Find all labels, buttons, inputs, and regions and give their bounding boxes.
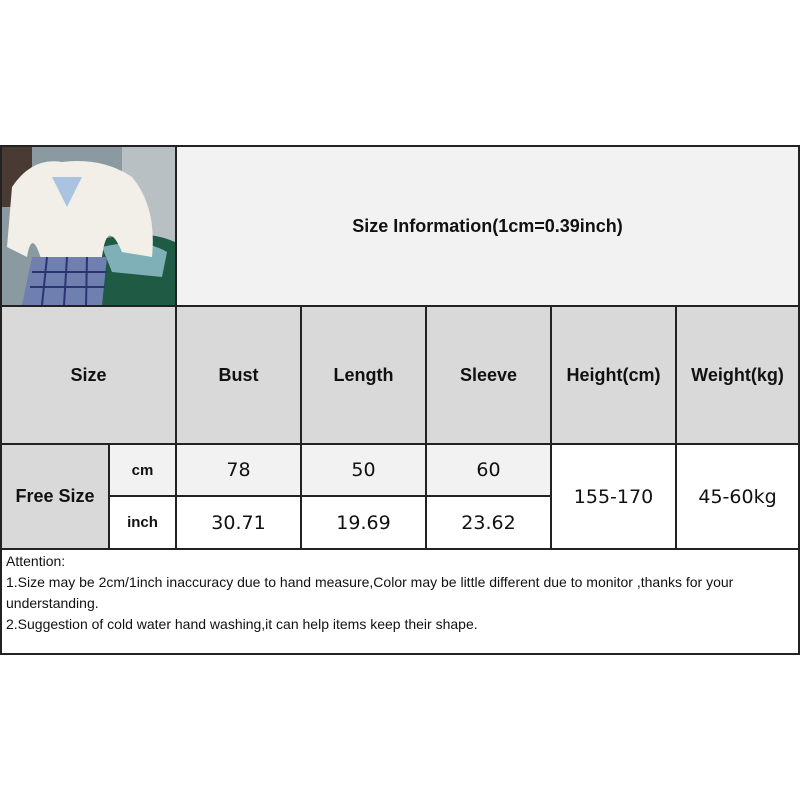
product-photo [0, 145, 177, 307]
header-sleeve: Sleeve [425, 305, 552, 445]
attention-line-2: 2.Suggestion of cold water hand washing,… [6, 616, 478, 632]
length-cm: 50 [300, 443, 427, 497]
header-bust: Bust [175, 305, 302, 445]
bust-cm: 78 [175, 443, 302, 497]
attention-notes: Attention: 1.Size may be 2cm/1inch inacc… [0, 548, 800, 655]
header-length: Length [300, 305, 427, 445]
header-size: Size [0, 305, 177, 445]
sleeve-inch: 23.62 [425, 495, 552, 550]
weight-range: 45-60kg [675, 443, 800, 550]
length-inch: 19.69 [300, 495, 427, 550]
sleeve-cm: 60 [425, 443, 552, 497]
size-chart: Size Information(1cm=0.39inch) Size Bust… [0, 145, 800, 655]
bust-inch: 30.71 [175, 495, 302, 550]
height-range: 155-170 [550, 443, 677, 550]
attention-line-1: 1.Size may be 2cm/1inch inaccuracy due t… [6, 574, 734, 611]
model-photo-image [2, 147, 175, 305]
unit-cm: cm [108, 443, 177, 497]
header-height: Height(cm) [550, 305, 677, 445]
unit-inch: inch [108, 495, 177, 550]
size-information-title: Size Information(1cm=0.39inch) [175, 145, 800, 307]
attention-heading: Attention: [6, 553, 66, 569]
size-free-size: Free Size [0, 443, 110, 550]
header-weight: Weight(kg) [675, 305, 800, 445]
